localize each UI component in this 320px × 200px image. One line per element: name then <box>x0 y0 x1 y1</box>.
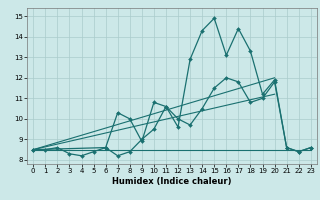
X-axis label: Humidex (Indice chaleur): Humidex (Indice chaleur) <box>112 177 232 186</box>
